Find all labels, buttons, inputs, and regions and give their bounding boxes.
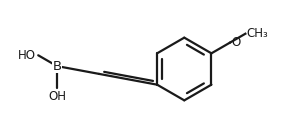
Text: O: O <box>231 36 240 49</box>
Text: CH₃: CH₃ <box>246 27 268 40</box>
Text: B: B <box>52 60 61 73</box>
Text: HO: HO <box>18 49 36 62</box>
Text: OH: OH <box>48 90 66 103</box>
